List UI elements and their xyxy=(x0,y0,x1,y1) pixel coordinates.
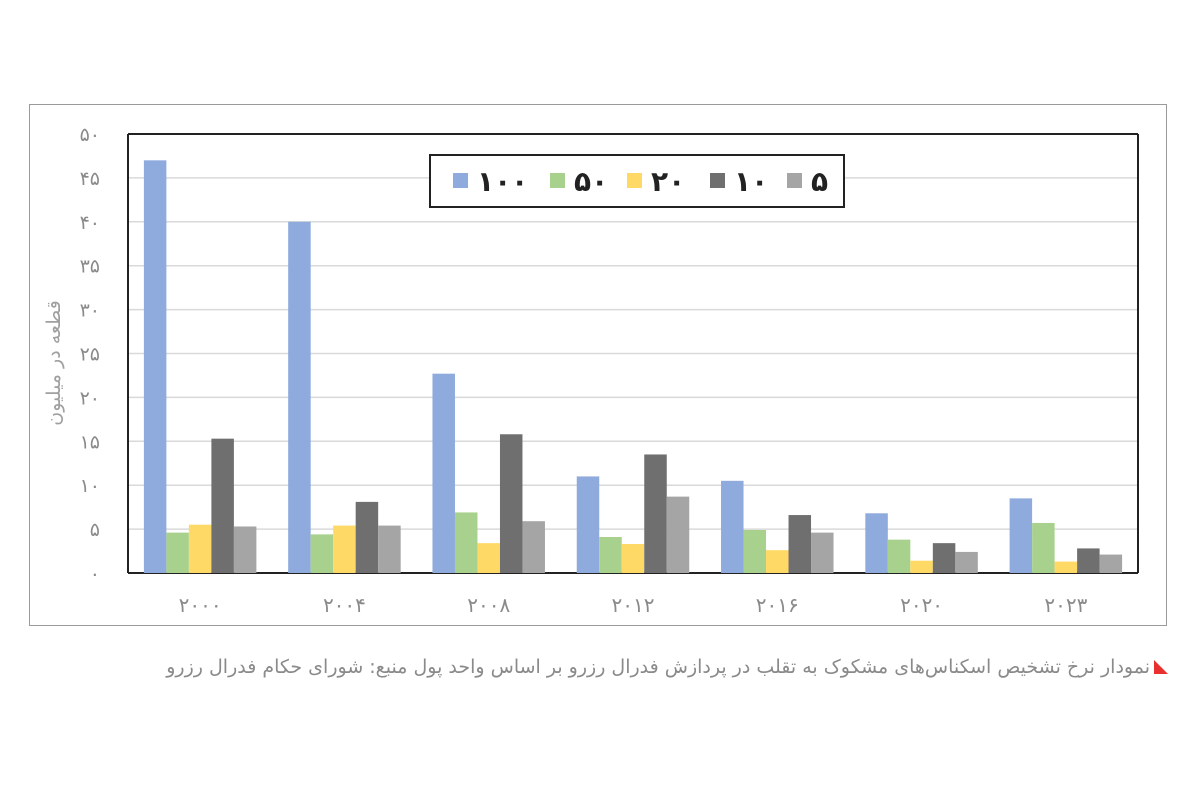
y-tick-label: ۵ xyxy=(90,519,100,541)
bar xyxy=(1055,562,1078,573)
legend-swatch xyxy=(787,173,802,188)
bar xyxy=(865,513,888,573)
bar xyxy=(522,521,545,573)
bar xyxy=(766,550,789,573)
legend-label: ۵۰ xyxy=(574,165,608,198)
legend-label: ۲۰ xyxy=(651,165,685,198)
bar xyxy=(378,526,401,573)
y-tick-label: ۱۰ xyxy=(80,475,100,497)
x-axis-ticks: ۲۰۰۰ ۲۰۰۴ ۲۰۰۸ ۲۰۱۲ ۲۰۱۶ ۲۰۲۰ ۲۰۲۳ xyxy=(179,593,1088,617)
bar xyxy=(888,540,911,573)
bar xyxy=(500,434,523,573)
bar xyxy=(189,525,212,573)
bar xyxy=(811,533,834,573)
bar xyxy=(1032,523,1055,573)
chart-frame: ۰ ۵ ۱۰ ۱۵ ۲۰ ۲۵ ۳۰ ۳۵ ۴۰ ۴۵ ۵۰ ۲۰۰۰ ۲۰۰۴ ۲۰۰۸ ۲۰۱۲ ۲۰۱… xyxy=(29,104,1167,626)
bar xyxy=(477,543,500,573)
caption-text: نمودار نرخ تشخیص اسکناس‌های مشکوک به تقل… xyxy=(166,656,1150,678)
bar xyxy=(599,537,622,573)
bar xyxy=(1100,555,1123,573)
y-tick-label: ۴۵ xyxy=(80,168,100,190)
bar xyxy=(211,439,234,573)
bar xyxy=(744,530,767,573)
bar xyxy=(288,222,311,573)
bar xyxy=(1077,548,1100,573)
y-tick-label: ۲۵ xyxy=(80,344,100,366)
bar xyxy=(166,533,189,573)
y-tick-label: ۳۵ xyxy=(80,256,100,278)
x-tick-label: ۲۰۰۸ xyxy=(467,593,510,617)
x-tick-label: ۲۰۱۲ xyxy=(612,593,655,617)
y-tick-label: ۰ xyxy=(90,563,100,585)
bar xyxy=(910,561,933,573)
y-tick-label: ۲۰ xyxy=(80,387,100,409)
y-tick-label: ۱۵ xyxy=(80,431,100,453)
bar xyxy=(1010,498,1033,573)
bar xyxy=(144,160,167,573)
bar xyxy=(356,502,379,573)
y-tick-label: ۴۰ xyxy=(80,212,100,234)
y-tick-label: ۵۰ xyxy=(80,124,100,146)
x-tick-label: ۲۰۱۶ xyxy=(756,593,799,617)
x-tick-label: ۲۰۲۰ xyxy=(900,593,943,617)
bar xyxy=(789,515,812,573)
x-tick-label: ۲۰۲۳ xyxy=(1044,593,1087,617)
legend-swatch xyxy=(627,173,642,188)
y-tick-label: ۳۰ xyxy=(80,300,100,322)
legend: ۱۰۰ ۵۰ ۲۰ ۱۰ ۵ xyxy=(430,155,844,207)
caption-marker-icon xyxy=(1154,660,1168,674)
legend-swatch xyxy=(710,173,725,188)
bar xyxy=(644,454,667,573)
bar xyxy=(577,476,600,573)
bar xyxy=(721,481,744,573)
y-axis-label: قطعه در میلیون xyxy=(43,300,65,425)
legend-swatch xyxy=(453,173,468,188)
bar xyxy=(622,544,645,573)
bar xyxy=(234,526,257,573)
legend-label: ۵ xyxy=(811,165,828,198)
bar xyxy=(955,552,978,573)
bar xyxy=(333,526,356,573)
y-axis-ticks: ۰ ۵ ۱۰ ۱۵ ۲۰ ۲۵ ۳۰ ۳۵ ۴۰ ۴۵ ۵۰ xyxy=(80,124,100,585)
bar xyxy=(432,374,455,573)
legend-swatch xyxy=(550,173,565,188)
bar xyxy=(455,512,478,573)
bar xyxy=(667,497,690,573)
bar xyxy=(933,543,956,573)
figure-caption: نمودار نرخ تشخیص اسکناس‌های مشکوک به تقل… xyxy=(166,656,1168,678)
legend-label: ۱۰ xyxy=(734,165,768,198)
legend-label: ۱۰۰ xyxy=(477,165,528,198)
x-tick-label: ۲۰۰۰ xyxy=(179,593,222,617)
x-tick-label: ۲۰۰۴ xyxy=(323,593,366,617)
bar xyxy=(311,534,334,573)
